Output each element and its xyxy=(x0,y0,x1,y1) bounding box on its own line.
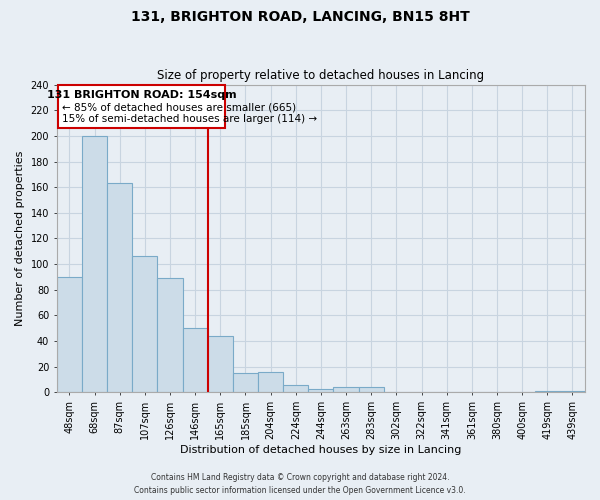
Bar xyxy=(334,388,359,392)
Bar xyxy=(560,391,585,392)
Bar xyxy=(233,373,258,392)
X-axis label: Distribution of detached houses by size in Lancing: Distribution of detached houses by size … xyxy=(180,445,461,455)
Bar xyxy=(283,384,308,392)
Bar xyxy=(535,391,560,392)
Text: 131 BRIGHTON ROAD: 154sqm: 131 BRIGHTON ROAD: 154sqm xyxy=(47,90,236,100)
Bar xyxy=(258,372,283,392)
Bar xyxy=(157,278,182,392)
Bar xyxy=(359,388,384,392)
Bar xyxy=(82,136,107,392)
Title: Size of property relative to detached houses in Lancing: Size of property relative to detached ho… xyxy=(157,69,484,82)
Text: ← 85% of detached houses are smaller (665): ← 85% of detached houses are smaller (66… xyxy=(62,102,296,113)
Y-axis label: Number of detached properties: Number of detached properties xyxy=(15,151,25,326)
Text: Contains HM Land Registry data © Crown copyright and database right 2024.
Contai: Contains HM Land Registry data © Crown c… xyxy=(134,474,466,495)
Bar xyxy=(182,328,208,392)
Text: 15% of semi-detached houses are larger (114) →: 15% of semi-detached houses are larger (… xyxy=(62,114,317,124)
Bar xyxy=(308,388,334,392)
Bar xyxy=(107,184,132,392)
Bar xyxy=(208,336,233,392)
Bar xyxy=(57,277,82,392)
Text: 131, BRIGHTON ROAD, LANCING, BN15 8HT: 131, BRIGHTON ROAD, LANCING, BN15 8HT xyxy=(131,10,469,24)
Bar xyxy=(58,84,226,128)
Bar xyxy=(132,256,157,392)
